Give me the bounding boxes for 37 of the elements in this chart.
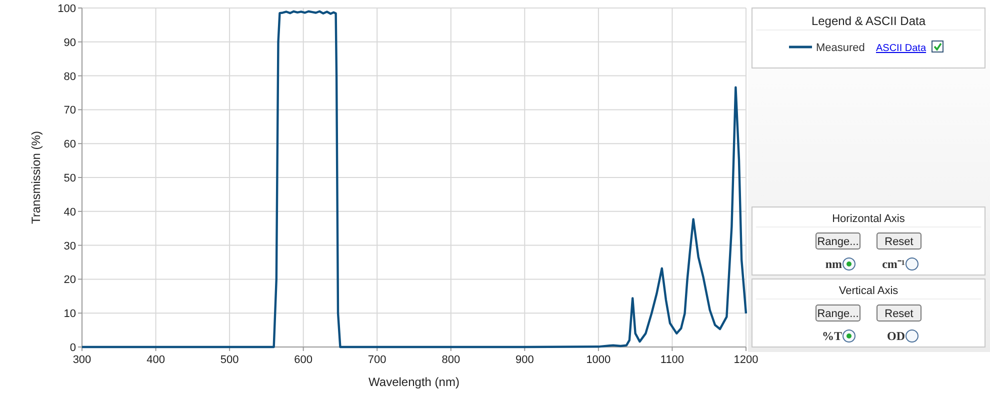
legend-title: Legend & ASCII Data [811,14,926,28]
x-tick-label: 900 [515,354,534,366]
y-tick-label: 60 [64,138,76,151]
line-series [80,10,748,348]
y-tick-label: 10 [64,308,76,320]
y-tick-label: 50 [64,172,76,184]
text: nm [825,257,842,271]
x-tick-label: 500 [220,354,239,366]
y-axis-title: Transmission (%) [29,131,43,224]
x-tick-label: 700 [368,354,386,366]
x-tick-label: 1100 [660,354,684,366]
y-tick-label: 40 [64,206,76,218]
y-tick-label: 0 [70,342,76,354]
y-tick-label: 100 [58,3,76,15]
legend-label: Measured [816,42,865,54]
y-tick-label: 30 [64,240,76,252]
x-axis-title: Wavelength (nm) [368,375,460,389]
x-tick-label: 1200 [734,354,758,366]
button: Reset [876,232,922,250]
text: ASCII Data [876,43,926,54]
x-tick-label: 1000 [586,354,611,366]
button: Reset [876,304,922,322]
x-tick-label: 400 [146,354,165,366]
text: OD [887,329,906,343]
text: cm⁻¹ [882,257,906,271]
y-tick-label: 70 [64,104,76,117]
y-tick-label: 90 [64,36,76,49]
text: Vertical Axis [838,285,899,297]
y-tick-label: 80 [64,70,76,83]
text: Horizontal Axis [832,213,906,225]
button: Range... [816,304,860,322]
x-tick-label: 600 [294,354,313,366]
x-tick-label: 300 [72,354,92,366]
y-tick-label: 20 [64,274,76,286]
button: Range... [816,232,860,250]
text: %T [822,329,842,343]
x-tick-label: 800 [442,354,460,366]
